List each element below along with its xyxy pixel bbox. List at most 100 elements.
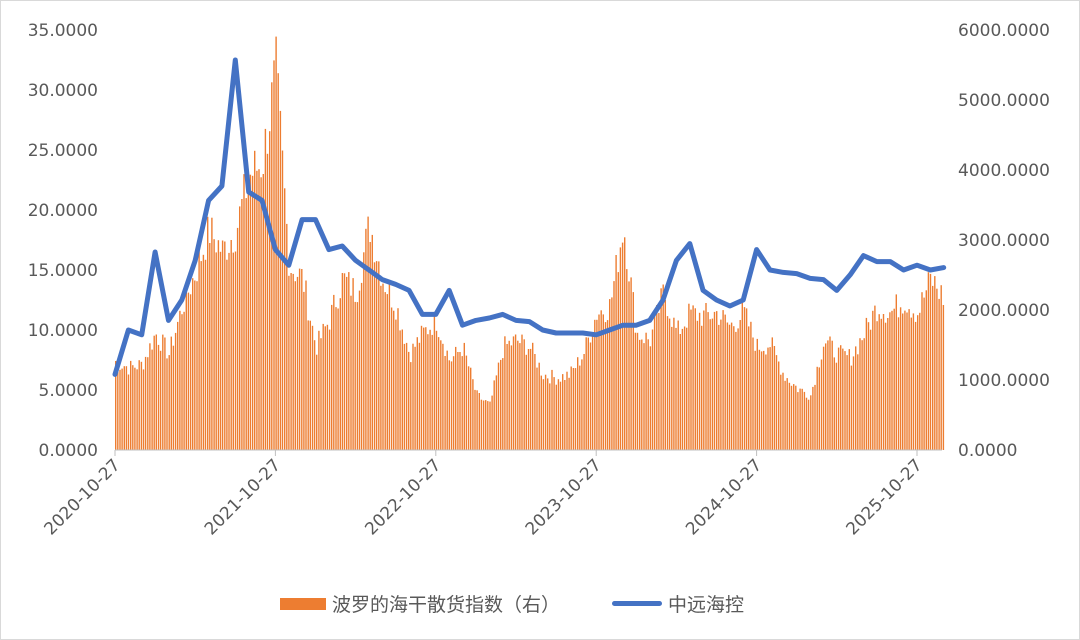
- bdi-bar: [551, 369, 553, 450]
- bdi-bar: [656, 305, 658, 450]
- bdi-bar: [497, 362, 500, 450]
- bdi-bar: [750, 321, 752, 450]
- y-left-tick-label: 5.0000: [39, 381, 98, 401]
- bdi-bar: [211, 217, 213, 450]
- bdi-bar: [752, 337, 754, 450]
- bdi-bar: [624, 237, 626, 450]
- bdi-bar: [626, 269, 628, 450]
- bdi-bar: [138, 360, 140, 450]
- bdi-bar: [119, 369, 121, 450]
- bdi-bar: [846, 355, 848, 450]
- bdi-bar: [771, 337, 773, 450]
- y-left-tick-label: 10.0000: [28, 321, 98, 341]
- bdi-bar: [322, 323, 324, 450]
- bdi-bar: [540, 375, 542, 450]
- bdi-bar: [221, 240, 224, 450]
- bdi-bar: [726, 322, 729, 450]
- bdi-bar: [686, 327, 688, 450]
- bdi-bar: [912, 313, 915, 450]
- legend: 波罗的海干散货指数（右） 中远海控: [280, 590, 744, 617]
- bdi-bar: [628, 281, 630, 450]
- bdi-bar: [487, 401, 489, 450]
- y-right-tick-label: 4000.0000: [958, 161, 1050, 181]
- bdi-bar: [450, 361, 453, 450]
- bdi-bar: [671, 326, 673, 450]
- bdi-bar: [591, 334, 594, 450]
- bdi-bar: [121, 368, 123, 450]
- bdi-bar: [433, 311, 436, 450]
- bdi-bar: [209, 243, 211, 450]
- bdi-bar: [144, 356, 147, 450]
- bdi-bar: [801, 388, 803, 450]
- bdi-bar: [703, 310, 705, 450]
- bdi-bar: [874, 305, 876, 450]
- x-tick-label: 2025-10-27: [843, 455, 927, 539]
- bdi-bar: [115, 361, 117, 450]
- bdi-bar: [420, 325, 423, 450]
- bdi-bar: [181, 314, 183, 450]
- bdi-bar: [829, 336, 831, 450]
- bdi-bar: [320, 338, 322, 450]
- bdi-bar: [658, 312, 660, 450]
- bdi-bar: [125, 366, 128, 450]
- bdi-bar: [636, 332, 639, 450]
- bdi-bar: [224, 241, 226, 450]
- bdi-bar: [863, 338, 865, 450]
- y-left-tick-label: 0.0000: [39, 441, 98, 461]
- bdi-bar: [373, 262, 376, 450]
- bdi-bar: [559, 381, 562, 450]
- bdi-bar: [711, 318, 714, 450]
- bdi-bar: [598, 314, 600, 450]
- bdi-bar: [795, 385, 797, 450]
- bdi-bar: [331, 304, 333, 450]
- bdi-bar: [157, 344, 160, 450]
- bdi-bar: [929, 273, 932, 450]
- bdi-bar: [596, 319, 598, 450]
- bdi-bar: [363, 252, 365, 450]
- bdi-bar: [857, 354, 859, 450]
- bdi-bar: [855, 346, 857, 450]
- bdi-bar: [514, 334, 517, 450]
- bdi-bar: [136, 369, 138, 450]
- bdi-bar: [529, 348, 532, 450]
- bdi-bar: [360, 282, 363, 450]
- bdi-bar: [692, 305, 694, 450]
- bdi-bar: [455, 346, 457, 450]
- bdi-bar: [694, 308, 696, 450]
- bdi-bar: [194, 280, 196, 450]
- bdi-bar: [677, 320, 679, 450]
- bdi-bar: [517, 340, 519, 450]
- bdi-bar: [619, 247, 622, 450]
- bdi-bar: [696, 320, 699, 450]
- bdi-bar: [555, 384, 557, 450]
- bdi-bar: [465, 355, 468, 450]
- bdi-bar: [170, 336, 172, 450]
- bdi-bar: [313, 340, 316, 450]
- bdi-bar: [594, 319, 596, 450]
- bdi-bar: [784, 380, 786, 450]
- bdi-bar: [437, 337, 440, 450]
- bdi-bar: [805, 397, 808, 450]
- bdi-bar: [938, 298, 940, 450]
- x-tick-label: 2022-10-27: [361, 455, 445, 539]
- bdi-bar: [884, 322, 887, 450]
- bdi-bar: [649, 346, 652, 450]
- bdi-bar: [292, 273, 294, 450]
- bdi-bar: [204, 259, 207, 450]
- bdi-bar: [271, 82, 273, 451]
- bdi-bar: [423, 327, 425, 450]
- bdi-bar: [303, 291, 305, 450]
- bdi-bar: [164, 337, 166, 450]
- bdi-bar: [521, 334, 523, 450]
- bdi-bar: [369, 242, 371, 450]
- bdi-bar: [748, 326, 750, 450]
- bdi-bar: [602, 314, 604, 450]
- bdi-bar: [927, 272, 930, 450]
- bdi-bar: [579, 365, 581, 450]
- bdi-bar: [660, 288, 662, 450]
- bdi-bar: [852, 356, 855, 450]
- bdi-bar: [452, 356, 455, 450]
- bdi-bar: [284, 188, 286, 451]
- bdi-bar: [266, 153, 269, 451]
- y-left-tick-label: 35.0000: [28, 21, 98, 41]
